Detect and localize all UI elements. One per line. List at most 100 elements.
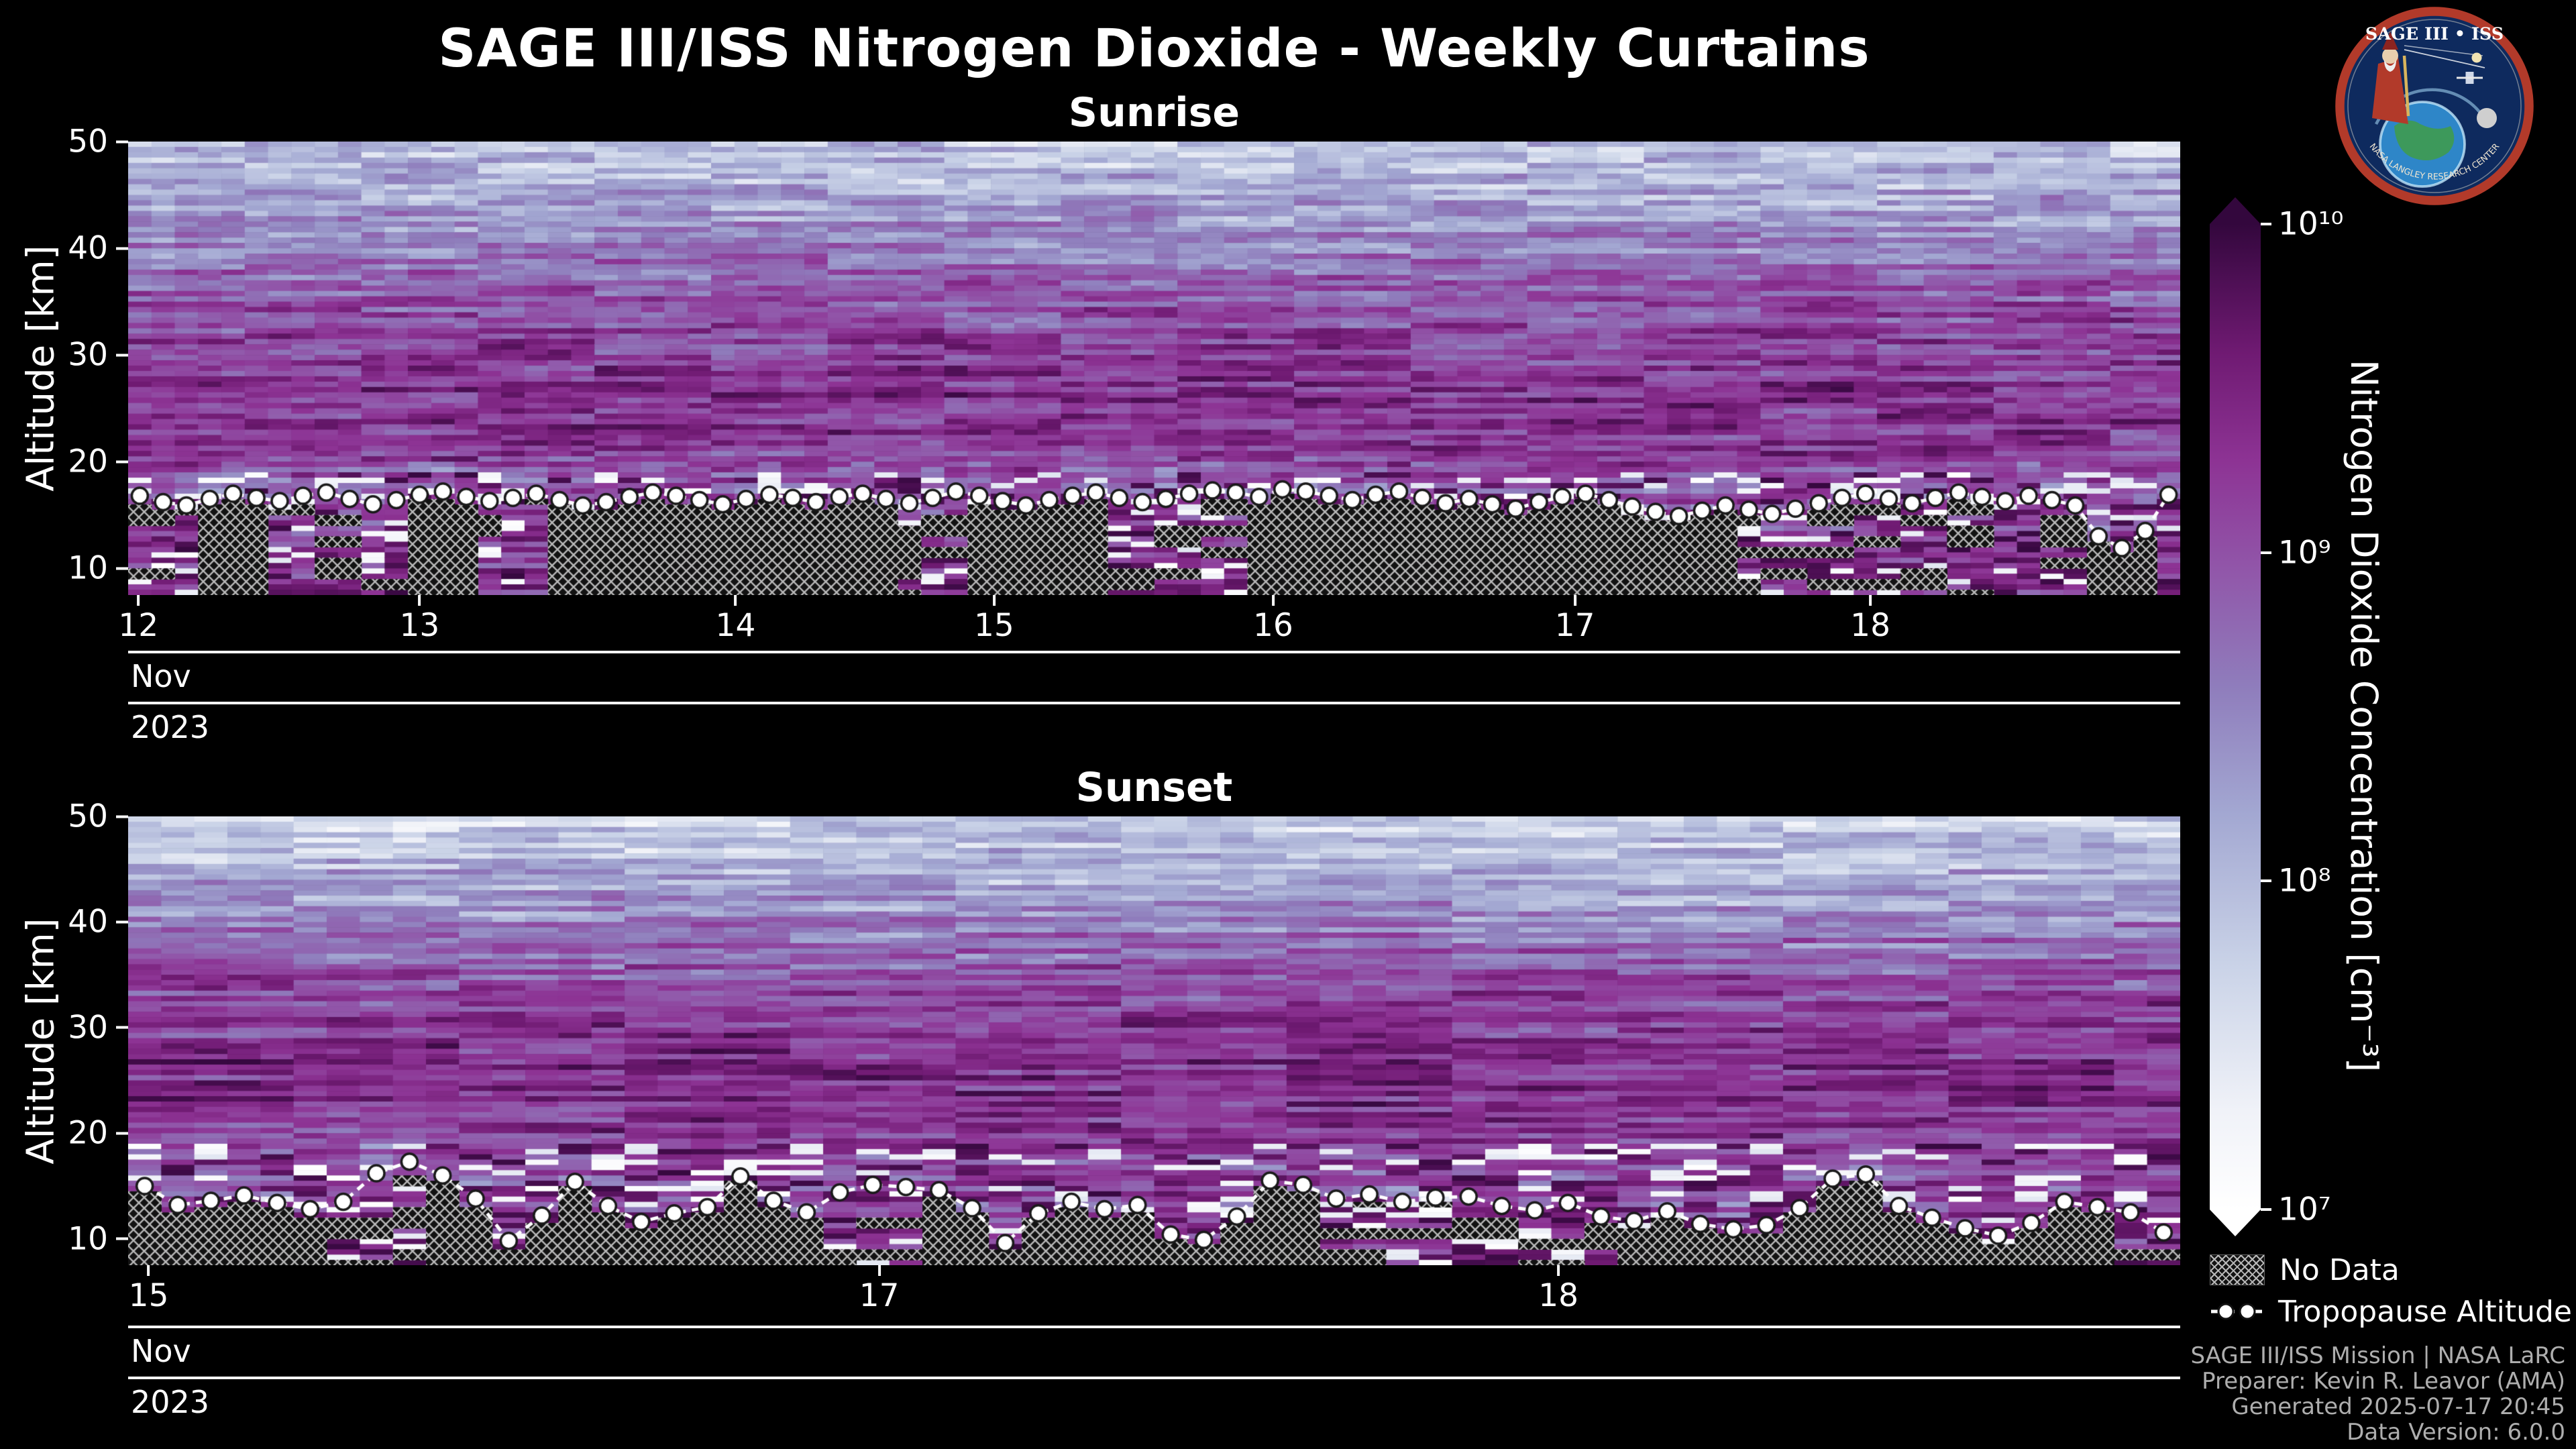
y-tick-label: 40 xyxy=(68,903,108,941)
x-tick-mark xyxy=(1557,1265,1560,1276)
credit-line: Generated 2025-07-17 20:45 xyxy=(2231,1393,2565,1420)
x-tick-18: 18 xyxy=(1538,1265,1578,1314)
y-tick-30: 30 xyxy=(68,337,128,374)
month-label: Nov xyxy=(131,1333,191,1369)
moon-icon xyxy=(2477,108,2497,128)
x-tick-15: 15 xyxy=(974,595,1014,644)
x-tick-17: 17 xyxy=(859,1265,900,1314)
x-tick-15: 15 xyxy=(128,1265,169,1314)
y-tick-label: 10 xyxy=(68,1220,108,1258)
legend-label-tropopause: Tropopause Altitude xyxy=(2278,1294,2573,1329)
x-tick-14: 14 xyxy=(715,595,756,644)
colorbar-tick-label: 10⁹ xyxy=(2278,534,2331,572)
y-tick-mark xyxy=(116,815,128,818)
y-tick-40: 40 xyxy=(68,230,128,267)
x-tick-17: 17 xyxy=(1555,595,1595,644)
colorbar: 10¹⁰ 10⁹ 10⁸ 10⁷ xyxy=(2210,197,2344,1236)
y-tick-20: 20 xyxy=(68,1115,128,1152)
tropopause-line-icon xyxy=(2211,1303,2262,1320)
year-label: 2023 xyxy=(131,1384,210,1420)
logo-title: SAGE III • ISS xyxy=(2365,24,2504,44)
colorbar-tick-mark xyxy=(2261,879,2271,883)
month-label: Nov xyxy=(131,658,191,694)
x-tick-mark xyxy=(1869,595,1872,606)
x-tick-mark xyxy=(418,595,421,606)
y-tick-10: 10 xyxy=(68,1220,128,1257)
x-tick-13: 13 xyxy=(399,595,439,644)
y-tick-mark xyxy=(116,920,128,924)
occultation-ray-icon xyxy=(2404,49,2485,68)
logo-inner-ring xyxy=(2347,19,2522,193)
y-tick-20: 20 xyxy=(68,443,128,480)
colorbar-tick-label: 10⁸ xyxy=(2278,862,2331,900)
mission-logo: SAGE III • ISS NASA LANGLEY RESEARCH CEN… xyxy=(2335,7,2534,205)
x-tick-16: 16 xyxy=(1253,595,1293,644)
y-tick-label: 50 xyxy=(68,798,108,835)
credit-line: Data Version: 6.0.0 xyxy=(2347,1419,2565,1446)
y-tick-mark xyxy=(116,460,128,464)
x-tick-label: 14 xyxy=(715,607,756,644)
wizard-staff-icon xyxy=(2402,55,2410,117)
panel-title-sunrise: Sunrise xyxy=(1068,89,1240,136)
x-tick-18: 18 xyxy=(1850,595,1890,644)
y-tick-mark xyxy=(116,354,128,357)
y-tick-label: 40 xyxy=(68,229,108,267)
y-tick-30: 30 xyxy=(68,1009,128,1046)
y-tick-label: 30 xyxy=(68,1009,108,1046)
credit-line: Preparer: Kevin R. Leavor (AMA) xyxy=(2202,1368,2565,1395)
colorbar-tick-mark xyxy=(2261,551,2271,554)
legend-label-no-data: No Data xyxy=(2279,1252,2400,1287)
year-label: 2023 xyxy=(131,709,210,745)
x-tick-mark xyxy=(147,1265,150,1276)
y-tick-mark xyxy=(116,1026,128,1029)
x-tick-label: 17 xyxy=(859,1277,900,1314)
panel-sunset: Sunset Altitude [km] Nov 2023 50 40 30 20 10… xyxy=(19,764,2180,1420)
y-tick-mark xyxy=(116,140,128,143)
x-tick-12: 12 xyxy=(118,595,158,644)
colorbar-gradient: 10¹⁰ 10⁹ 10⁸ 10⁷ xyxy=(2210,206,2344,1228)
colorbar-tick-label: 10⁷ xyxy=(2278,1191,2331,1228)
y-tick-40: 40 xyxy=(68,904,128,941)
y-tick-label: 10 xyxy=(68,549,108,587)
y-tick-10: 10 xyxy=(68,550,128,587)
x-tick-mark xyxy=(877,1265,881,1276)
wizard-beard-icon xyxy=(2384,60,2396,72)
y-tick-label: 20 xyxy=(68,1114,108,1152)
x-tick-label: 12 xyxy=(118,607,159,644)
no-data-hatch-swatch xyxy=(2210,1254,2265,1285)
y-tick-mark xyxy=(116,1237,128,1240)
date-axis-separator xyxy=(128,1377,2180,1379)
colorbar-extend-min-arrow xyxy=(2210,1210,2261,1236)
y-axis-label-sunset: Altitude [km] xyxy=(19,917,63,1165)
x-tick-label: 15 xyxy=(128,1277,169,1314)
sun-icon xyxy=(2471,52,2482,63)
figure-title: SAGE III/ISS Nitrogen Dioxide - Weekly C… xyxy=(438,19,1870,79)
occultation-ray-icon xyxy=(2404,45,2483,56)
x-tick-label: 18 xyxy=(1538,1277,1579,1314)
wizard-head-icon xyxy=(2382,48,2398,64)
y-tick-mark xyxy=(116,567,128,570)
colorbar-tick-mark xyxy=(2261,223,2271,225)
wizard-hat-icon xyxy=(2382,32,2398,50)
y-tick-label: 20 xyxy=(68,443,108,480)
x-tick-label: 13 xyxy=(399,607,440,644)
x-tick-label: 18 xyxy=(1850,607,1890,644)
y-axis-label-sunrise: Altitude [km] xyxy=(19,245,63,492)
credit-line: SAGE III/ISS Mission | NASA LaRC xyxy=(2190,1342,2565,1369)
legend: No Data Tropopause Altitude xyxy=(2210,1249,2572,1332)
panel-sunrise: Sunrise Altitude [km] Nov 2023 50 40 30 20 1… xyxy=(19,89,2180,745)
y-tick-mark xyxy=(116,1132,128,1135)
earth-limb-icon xyxy=(2379,101,2466,188)
x-tick-label: 16 xyxy=(1253,607,1293,644)
x-tick-label: 17 xyxy=(1554,607,1595,644)
panel-title-sunset: Sunset xyxy=(1075,764,1233,811)
date-axis-separator xyxy=(128,651,2180,653)
date-axis-separator xyxy=(128,1326,2180,1328)
heatmap-canvas-sunrise xyxy=(128,142,2180,595)
x-tick-label: 15 xyxy=(973,607,1014,644)
colorbar-extend-max-arrow xyxy=(2210,197,2261,224)
x-tick-mark xyxy=(1573,595,1576,606)
y-tick-label: 30 xyxy=(68,336,108,374)
x-tick-mark xyxy=(734,595,737,606)
